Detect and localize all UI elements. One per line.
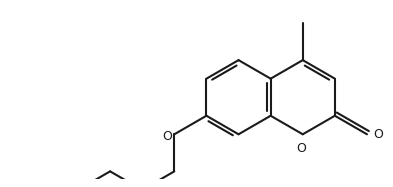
Text: O: O xyxy=(374,128,384,141)
Text: O: O xyxy=(163,130,173,143)
Text: O: O xyxy=(296,142,306,155)
